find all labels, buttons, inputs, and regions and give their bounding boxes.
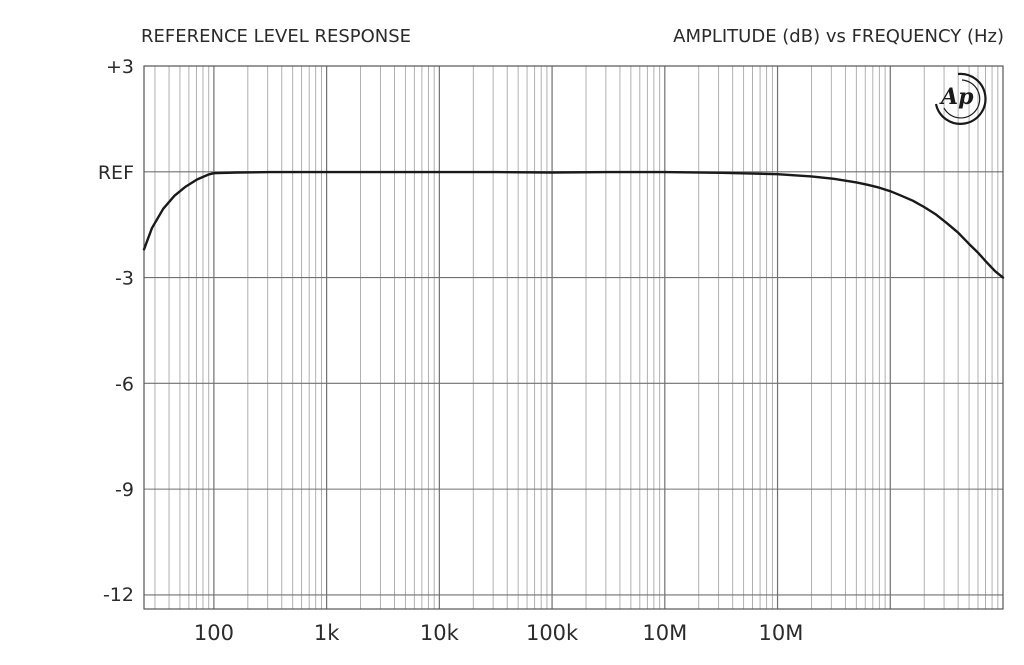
chart-subtitle: AMPLITUDE (dB) vs FREQUENCY (Hz)	[673, 26, 1004, 47]
plot-frame	[143, 65, 1004, 610]
x-tick-label: 10M	[642, 621, 687, 645]
logo-arc-icon	[934, 72, 987, 125]
x-tick-label: 1k	[314, 621, 340, 645]
series-group	[142, 170, 1005, 279]
x-tick-label: 100	[194, 621, 234, 645]
minor-gridlines	[154, 66, 999, 609]
y-tick-label: -12	[103, 584, 134, 606]
response-line	[142, 170, 1005, 279]
y-tick-label: -3	[115, 268, 134, 290]
major-gridlines	[144, 65, 1003, 609]
y-tick-label: -9	[115, 479, 134, 501]
chart-title: REFERENCE LEVEL RESPONSE	[141, 26, 412, 47]
x-tick-label: 100k	[526, 621, 579, 645]
y-tick-labels: +3 REF -3 -6 -9 -12	[98, 56, 134, 606]
y-tick-label: -6	[115, 373, 134, 395]
x-tick-label: 10M	[759, 621, 804, 645]
y-tick-label: REF	[98, 162, 134, 184]
x-tick-labels: 100 1k 10k 100k 10M 10M	[194, 621, 803, 645]
logo-text: Ap	[939, 84, 974, 110]
logo-arc-inner-icon	[943, 79, 981, 119]
ap-logo: Ap	[934, 72, 987, 125]
x-tick-label: 10k	[420, 621, 460, 645]
y-tick-label: +3	[106, 56, 134, 78]
